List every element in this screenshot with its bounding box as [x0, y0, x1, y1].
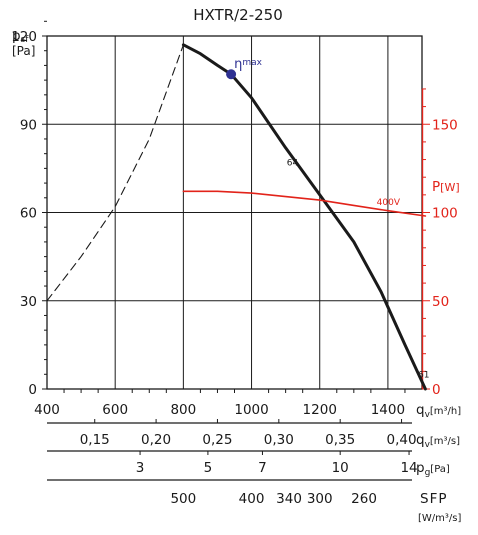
y-tick-label: 120	[11, 29, 37, 45]
x-tick-label-m3s: 0,25	[202, 432, 232, 448]
x-axes: 400 600 800 1000 1200 1400 qv[m³/h] 0,15 0,20 0,2…	[34, 389, 461, 524]
series-layer	[46, 43, 427, 391]
y-axis-ticks: 0 30 60 90 120	[11, 20, 47, 398]
y-label-sub: sf	[21, 35, 30, 45]
x-axis-label-m3h: qv[m³/h]	[416, 402, 461, 420]
curve-label: 61	[418, 370, 429, 380]
x-axis-label-pg: pg[Pa]	[416, 460, 450, 478]
x-tick-label-sfp: 300	[307, 491, 333, 507]
x-tick-label-m3s: 0,35	[325, 432, 355, 448]
y2-label-main: P	[432, 179, 440, 195]
x-tick-label-pg: 3	[136, 460, 145, 476]
x-tick-label-sfp: 500	[170, 491, 196, 507]
eta-glyph: η	[234, 57, 242, 72]
y2-tick-label: 50	[432, 294, 449, 310]
series-pressure-dashed	[46, 44, 184, 302]
y2-tick-label: 0	[432, 382, 441, 398]
annotations: ηmax 64 61 400V	[226, 57, 429, 380]
grid	[46, 35, 422, 390]
y2-axis-label: P[W]	[432, 179, 460, 195]
y-tick-label: 30	[20, 294, 37, 310]
series-power	[182, 190, 427, 217]
y2-label-unit: [W]	[440, 181, 459, 194]
eta-max-label: ηmax	[234, 57, 263, 72]
x-tick-label-m3h: 1400	[371, 402, 405, 418]
x-axis-unit-sfp: [W/m³/s]	[418, 513, 461, 524]
voltage-label: 400V	[377, 198, 401, 208]
curve-label: 64	[287, 158, 299, 168]
eta-sub: max	[242, 58, 262, 68]
x-tick-label-m3h: 600	[102, 402, 128, 418]
y-axis-label: psf	[12, 28, 29, 45]
x-tick-label-m3s: 0,20	[141, 432, 171, 448]
y2-tick-label: 100	[432, 206, 458, 222]
x-tick-label-m3h: 800	[170, 402, 196, 418]
x-tick-label-m3h: 1200	[303, 402, 337, 418]
y-tick-label: 0	[28, 382, 37, 398]
x-tick-label-m3h: 1000	[234, 402, 268, 418]
y-label-main: p	[12, 28, 21, 44]
x-tick-label-pg: 5	[204, 460, 213, 476]
x-tick-label-sfp: 260	[351, 491, 377, 507]
series-pressure	[181, 43, 427, 391]
y2-tick-label: 150	[432, 117, 458, 133]
eta-max-marker	[226, 69, 237, 80]
x-axis-label-m3s: qv[m³/s]	[416, 432, 460, 450]
chart-title: HXTR/2-250	[193, 6, 283, 24]
y-label-unit: [Pa]	[12, 44, 35, 58]
x-tick-label-pg: 10	[332, 460, 349, 476]
x-tick-label-pg: 7	[258, 460, 267, 476]
x-tick-label-sfp: 340	[276, 491, 302, 507]
x-tick-label-sfp: 400	[239, 491, 265, 507]
x-tick-label-pg: 14	[400, 460, 417, 476]
y2-axis-ticks: 0 50 100 150	[421, 88, 458, 398]
y-tick-label: 60	[20, 206, 37, 222]
x-axis-label-sfp: SFP	[420, 491, 447, 507]
x-tick-label-m3s: 0,30	[264, 432, 294, 448]
x-tick-label-m3h: 400	[34, 402, 60, 418]
x-tick-label-m3s: 0,15	[80, 432, 110, 448]
x-tick-label-m3s: 0,40	[387, 432, 417, 448]
y-tick-label: 90	[20, 117, 37, 133]
